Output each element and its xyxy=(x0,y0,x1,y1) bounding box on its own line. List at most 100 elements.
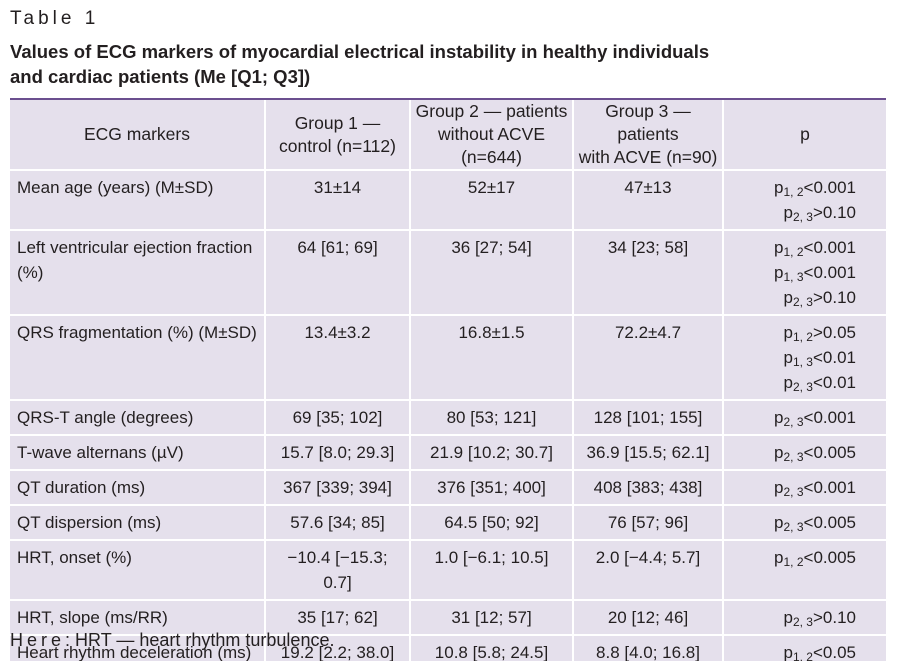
p-threshold: <0.001 xyxy=(803,238,856,257)
p-threshold: <0.001 xyxy=(803,178,856,197)
table-row: Mean age (years) (M±SD) 31±14 52±17 47±13 p1… xyxy=(10,169,886,230)
p-symbol: p xyxy=(783,348,793,367)
p-symbol: p xyxy=(774,263,784,282)
header-group-2-line-2: without ACVE (n=644) xyxy=(438,124,545,167)
p-subscript: 1, 2 xyxy=(783,185,804,199)
p-symbol: p xyxy=(783,608,793,627)
group-2-value-cell: 64.5 [50; 92] xyxy=(410,504,574,540)
group-2-value-cell: 80 [53; 121] xyxy=(410,399,574,435)
marker-cell: Heart rhythm deceleration (ms) xyxy=(10,634,266,661)
p-subscript: 1, 2 xyxy=(783,245,804,259)
p-threshold: >0.05 xyxy=(812,323,856,342)
group-2-value-cell: 36 [27; 54] xyxy=(410,229,574,315)
p-value-line: p2, 3<0.01 xyxy=(730,370,857,395)
p-threshold: <0.005 xyxy=(803,513,856,532)
header-group-3-line-2: with ACVE (n=90) xyxy=(578,147,718,167)
header-row: ECG markers Group 1 — control (n=112) Gr… xyxy=(10,100,886,170)
data-table-container: ECG markers Group 1 — control (n=112) Gr… xyxy=(10,98,886,661)
p-value-line: p1, 2<0.005 xyxy=(730,545,856,570)
p-value-line: p1, 3<0.001 xyxy=(730,260,856,285)
group-3-value-cell: 72.2±4.7 xyxy=(573,314,724,400)
header-group-1-line-1: Group 1 — xyxy=(294,112,381,133)
p-value-line: p1, 2<0.001 xyxy=(730,175,856,200)
p-value-cell: p2, 3>0.10 xyxy=(723,599,886,635)
p-subscript: 2, 3 xyxy=(792,210,813,224)
p-subscript: 2, 3 xyxy=(783,520,804,534)
marker-cell: QRS-T angle (degrees) xyxy=(10,399,266,435)
p-symbol: p xyxy=(774,548,784,567)
table-row: HRT, slope (ms/RR) 35 [17; 62] 31 [12; 57]… xyxy=(10,599,886,635)
p-symbol: p xyxy=(783,643,793,661)
p-subscript: 1, 3 xyxy=(783,270,804,284)
group-2-value-cell: 21.9 [10.2; 30.7] xyxy=(410,434,574,470)
p-value-cell: p1, 2<0.001 p1, 3<0.001 p2, 3>0.10 xyxy=(723,229,886,315)
table-row: QT duration (ms) 367 [339; 394] 376 [351; … xyxy=(10,469,886,505)
group-1-value-cell: 15.7 [8.0; 29.3] xyxy=(265,434,411,470)
p-value-cell: p1, 2>0.05 p1, 3<0.01 p2, 3<0.01 xyxy=(723,314,886,400)
p-subscript: 1, 2 xyxy=(783,555,804,569)
table-row: Heart rhythm deceleration (ms) 19.2 [2.2;… xyxy=(10,634,886,661)
p-value-line: p2, 3<0.005 xyxy=(730,510,856,535)
p-symbol: p xyxy=(774,408,784,427)
header-group-2-line-1: Group 2 — patients xyxy=(415,101,568,121)
group-1-value-cell: 57.6 [34; 85] xyxy=(265,504,411,540)
footnote: Here: HRT — heart rhythm turbulence. xyxy=(10,630,334,651)
group-2-value-cell: 16.8±1.5 xyxy=(410,314,574,400)
group-2-value-cell: 10.8 [5.8; 24.5] xyxy=(410,634,574,661)
table-row: T-wave alternans (µV) 15.7 [8.0; 29.3] 21.… xyxy=(10,434,886,470)
p-value-line: p2, 3<0.005 xyxy=(730,440,856,465)
header-group-2: Group 2 — patients without ACVE (n=644) xyxy=(410,100,574,170)
header-p-value: p xyxy=(723,100,886,170)
ecg-markers-table: ECG markers Group 1 — control (n=112) Gr… xyxy=(10,100,886,661)
marker-cell: T-wave alternans (µV) xyxy=(10,434,266,470)
group-3-value-cell: 408 [383; 438] xyxy=(573,469,724,505)
header-ecg-markers: ECG markers xyxy=(10,100,266,170)
p-value-line: p1, 2<0.001 xyxy=(730,235,856,260)
group-1-value-cell: 35 [17; 62] xyxy=(265,599,411,635)
marker-cell: Left ventricular ejection fraction (%) xyxy=(10,229,266,315)
p-threshold: <0.01 xyxy=(812,373,856,392)
p-symbol: p xyxy=(783,288,793,307)
p-value-cell: p1, 2<0.005 xyxy=(723,539,886,600)
caption-line-1: Values of ECG markers of myocardial elec… xyxy=(10,41,710,62)
p-threshold: >0.10 xyxy=(812,608,856,627)
marker-cell: QRS fragmentation (%) (M±SD) xyxy=(10,314,266,400)
p-threshold: <0.001 xyxy=(803,263,856,282)
p-threshold: <0.01 xyxy=(812,348,856,367)
group-1-value-cell: 64 [61; 69] xyxy=(265,229,411,315)
group-1-value-cell: −10.4 [−15.3; 0.7] xyxy=(265,539,411,600)
p-value-cell: p2, 3<0.005 xyxy=(723,434,886,470)
caption-line-2: and cardiac patients (Me [Q1; Q3]) xyxy=(10,66,311,87)
group-1-value-cell: 31±14 xyxy=(265,169,411,230)
group-3-value-cell: 20 [12; 46] xyxy=(573,599,724,635)
p-subscript: 2, 3 xyxy=(783,485,804,499)
marker-cell: QT duration (ms) xyxy=(10,469,266,505)
p-symbol: p xyxy=(783,373,793,392)
p-symbol: p xyxy=(774,513,784,532)
p-subscript: 2, 3 xyxy=(792,615,813,629)
group-1-value-cell: 69 [35; 102] xyxy=(265,399,411,435)
p-value-cell: p2, 3<0.005 xyxy=(723,504,886,540)
p-value-line: p2, 3>0.10 xyxy=(730,605,857,630)
p-subscript: 2, 3 xyxy=(792,295,813,309)
group-1-value-cell: 13.4±3.2 xyxy=(265,314,411,400)
group-2-value-cell: 376 [351; 400] xyxy=(410,469,574,505)
p-value-line: p2, 3<0.001 xyxy=(730,475,856,500)
header-group-1-line-2: control (n=112) xyxy=(279,135,396,156)
p-value-line: p2, 3<0.001 xyxy=(730,405,856,430)
p-value-cell: p1, 2<0.001 p2, 3>0.10 xyxy=(723,169,886,230)
p-subscript: 2, 3 xyxy=(783,450,804,464)
table-label: Table 1 xyxy=(10,8,100,29)
group-2-value-cell: 52±17 xyxy=(410,169,574,230)
p-threshold: <0.005 xyxy=(803,443,856,462)
table-row: QT dispersion (ms) 57.6 [34; 85] 64.5 [50;… xyxy=(10,504,886,540)
p-subscript: 1, 2 xyxy=(792,650,813,661)
marker-cell: HRT, slope (ms/RR) xyxy=(10,599,266,635)
p-value-line: p1, 2<0.05 xyxy=(730,640,857,661)
group-3-value-cell: 128 [101; 155] xyxy=(573,399,724,435)
table-row: Left ventricular ejection fraction (%) 64… xyxy=(10,229,886,315)
marker-cell: Mean age (years) (M±SD) xyxy=(10,169,266,230)
header-group-3-line-1: Group 3 — patients xyxy=(605,101,691,144)
p-symbol: p xyxy=(774,178,784,197)
header-group-1: Group 1 — control (n=112) xyxy=(265,100,411,170)
